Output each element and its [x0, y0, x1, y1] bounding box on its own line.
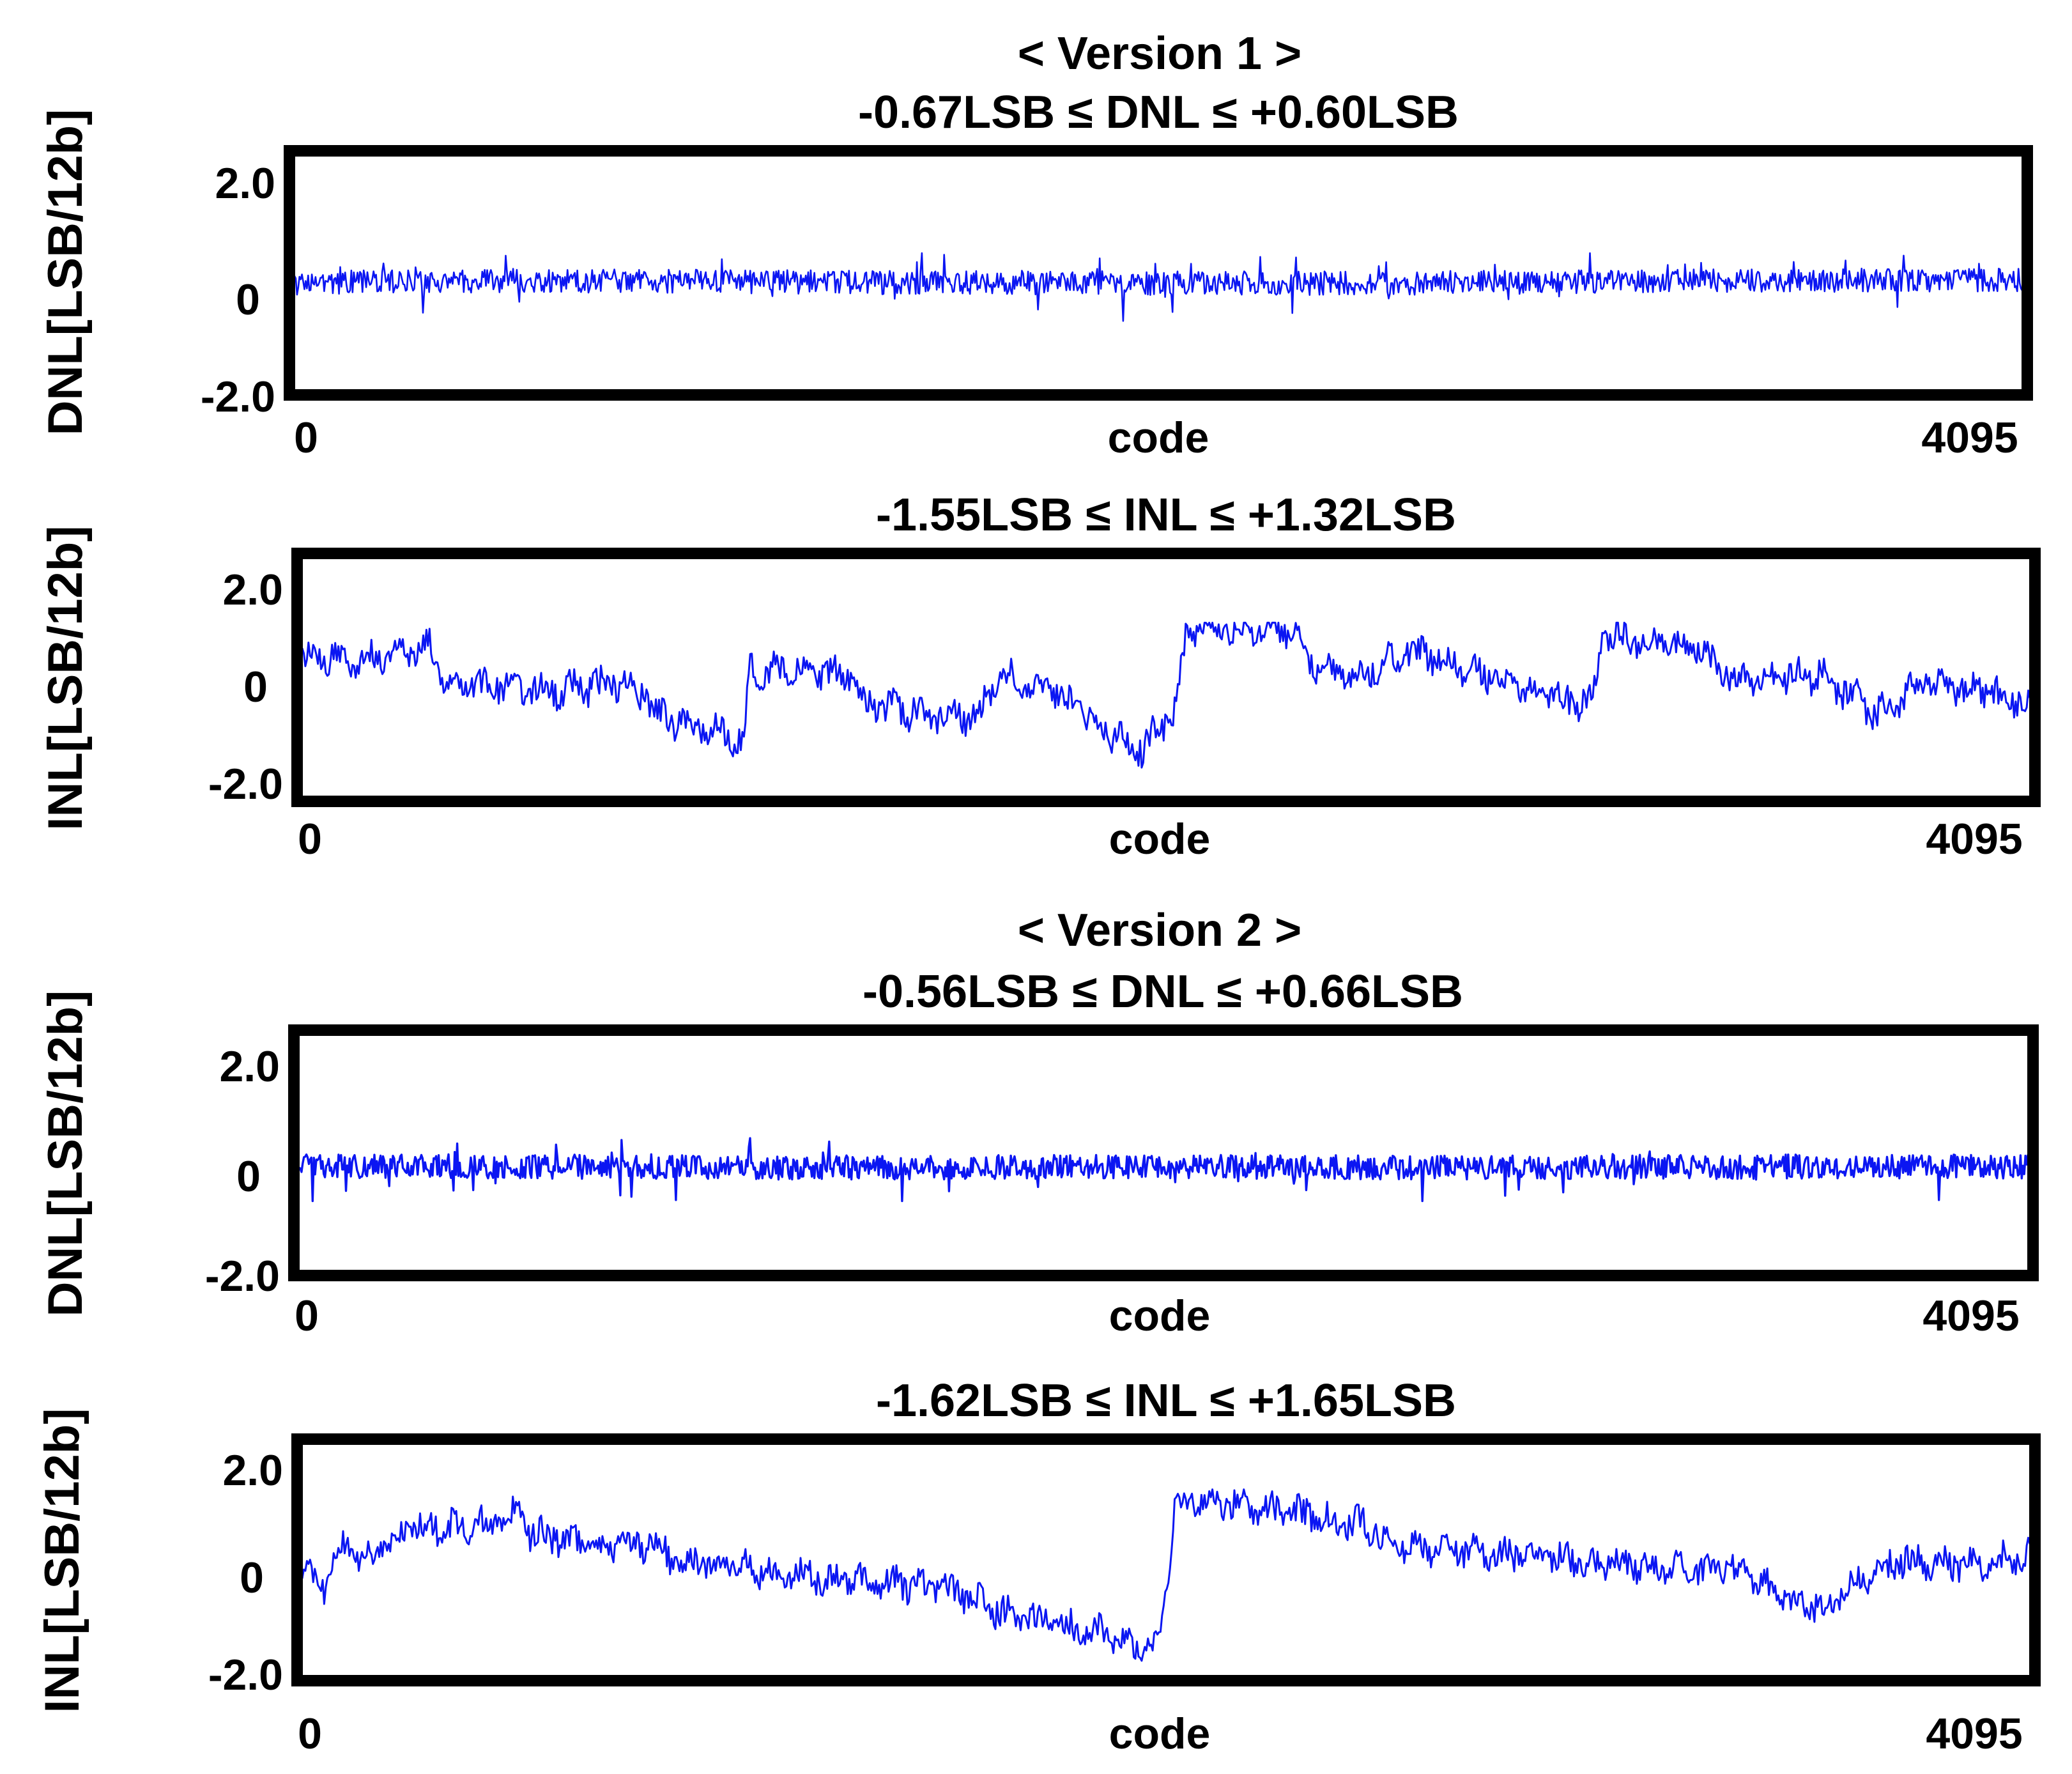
series-line-dnl: [298, 1137, 2029, 1203]
y-tick-label: -2.0: [205, 1252, 280, 1300]
y-tick-label: -2.0: [208, 760, 283, 808]
y-tick-label: 0: [240, 1554, 264, 1602]
plot-area: [293, 252, 2023, 322]
plot-frame: [291, 548, 2041, 807]
plot-frame: [291, 1433, 2041, 1686]
plot-area: [301, 1488, 2031, 1662]
x-tick-label: 4095: [1921, 413, 2018, 462]
y-tick-label: 2.0: [222, 1446, 283, 1495]
x-axis-label: code: [1109, 815, 1211, 863]
plot-frame: [284, 145, 2033, 401]
y-axis-label: INL[LSB/12b]: [38, 525, 93, 830]
plot-area: [301, 621, 2031, 769]
x-tick-label: 0: [295, 1292, 319, 1340]
plot-area: [298, 1137, 2029, 1203]
panel-title: -1.62LSB ≤ INL ≤ +1.65LSB: [876, 1375, 1456, 1426]
x-tick-label: 4095: [1926, 1709, 2022, 1758]
series-line-inl: [301, 621, 2031, 769]
y-tick-label: -2.0: [201, 373, 275, 421]
x-tick-label: 0: [298, 815, 322, 863]
x-tick-label: 4095: [1926, 815, 2022, 863]
y-axis-label: DNL[LSB/12b]: [38, 991, 93, 1317]
y-tick-label: 0: [236, 1152, 261, 1201]
panel-title: -0.67LSB ≤ DNL ≤ +0.60LSB: [858, 87, 1459, 138]
x-axis-label: code: [1109, 1292, 1211, 1340]
x-tick-label: 4095: [1922, 1292, 2019, 1340]
y-axis-label: DNL[LSB/12b]: [38, 109, 93, 436]
x-tick-label: 0: [298, 1709, 322, 1758]
y-tick-label: 2.0: [215, 159, 275, 208]
x-axis-label: code: [1109, 1709, 1211, 1758]
panel-v2-inl: -1.62LSB ≤ INL ≤ +1.65LSB 2.0 0 -2.0 0 c…: [35, 1375, 2041, 1758]
panel-title: -0.56LSB ≤ DNL ≤ +0.66LSB: [863, 966, 1463, 1017]
panel-v2-dnl: -0.56LSB ≤ DNL ≤ +0.66LSB 2.0 0 -2.0 0 c…: [38, 966, 2039, 1340]
plot-frame: [288, 1024, 2039, 1281]
panel-title: -1.55LSB ≤ INL ≤ +1.32LSB: [876, 490, 1456, 541]
y-tick-label: 0: [243, 663, 268, 711]
x-axis-label: code: [1108, 413, 1209, 462]
series-line-dnl: [293, 252, 2023, 322]
y-tick-label: 2.0: [219, 1042, 280, 1091]
y-tick-label: -2.0: [208, 1651, 283, 1699]
panel-v1-dnl: -0.67LSB ≤ DNL ≤ +0.60LSB 2.0 0 -2.0 0 c…: [38, 87, 2033, 462]
version-2-title: < Version 2 >: [1018, 905, 1301, 956]
y-tick-label: 2.0: [222, 566, 283, 614]
series-line-inl: [301, 1488, 2031, 1662]
y-axis-label: INL[LSB/12b]: [35, 1408, 89, 1713]
y-tick-label: 0: [236, 275, 260, 324]
version-1-title: < Version 1 >: [1018, 28, 1301, 79]
panel-v1-inl: -1.55LSB ≤ INL ≤ +1.32LSB 2.0 0 -2.0 0 c…: [38, 490, 2041, 863]
x-tick-label: 0: [294, 413, 318, 462]
